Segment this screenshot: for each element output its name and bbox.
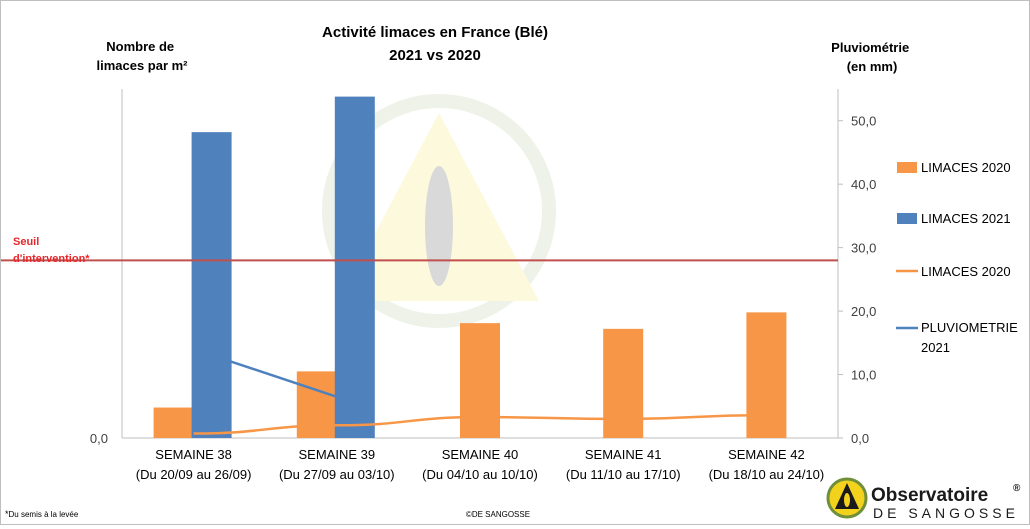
- category-label-line: SEMAINE 38: [155, 447, 232, 462]
- brand-logo: Observatoire ® DE SANGOSSE: [826, 477, 1021, 521]
- legend-label-pluviometrie-line1: PLUVIOMETRIE: [921, 320, 1018, 335]
- category-label-line: SEMAINE 39: [299, 447, 376, 462]
- legend: LIMACES 2020 LIMACES 2021 LIMACES 2020 P…: [896, 160, 1021, 355]
- brand-reg: ®: [1013, 483, 1021, 494]
- category-label-line: SEMAINE 40: [442, 447, 519, 462]
- category-label-line: (Du 27/09 au 03/10): [279, 467, 395, 482]
- bar-limaces-2020: [296, 371, 337, 438]
- brand-name: Observatoire: [871, 485, 988, 506]
- left-axis-title-line1: Nombre de: [106, 39, 174, 54]
- category-label-line: SEMAINE 42: [728, 447, 805, 462]
- bar-limaces-2020: [603, 328, 644, 438]
- right-tick-label: 40,0: [851, 177, 876, 192]
- threshold-label-line1: Seuil: [13, 236, 39, 248]
- category-label-line: (Du 04/10 au 10/10): [422, 467, 538, 482]
- copyright: ©DE SANGOSSE: [466, 510, 530, 519]
- category-label: SEMAINE 39 (Du 27/09 au 03/10): [279, 447, 395, 482]
- right-axis-title: Pluviométrie (en mm): [831, 40, 913, 74]
- chart-subtitle: 2021 vs 2020: [389, 47, 481, 64]
- category-label-line: (Du 20/09 au 26/09): [136, 467, 252, 482]
- category-label-line: SEMAINE 41: [585, 447, 662, 462]
- footnote-text: Du semis à la levée: [9, 510, 79, 519]
- footnote-mark: *: [5, 509, 9, 519]
- legend-swatch-limaces-2021-bar: [897, 213, 917, 224]
- right-tick-label: 50,0: [851, 114, 876, 129]
- category-label: SEMAINE 41 (Du 11/10 au 17/10): [566, 447, 681, 482]
- right-tick-label: 30,0: [851, 241, 876, 256]
- legend-label-limaces-2020-line: LIMACES 2020: [921, 264, 1011, 279]
- line-limaces-2020: [193, 413, 767, 435]
- legend-label-limaces-2021-bar: LIMACES 2021: [921, 211, 1011, 226]
- category-labels: SEMAINE 38 (Du 20/09 au 26/09) SEMAINE 39 (…: [136, 447, 824, 482]
- category-label: SEMAINE 42 (Du 18/10 au 24/10): [709, 447, 825, 482]
- legend-label-pluviometrie-line2: 2021: [921, 340, 950, 355]
- chart-title: Activité limaces en France (Blé): [322, 24, 548, 41]
- right-tick-label: 0,0: [851, 431, 869, 446]
- brand-sub: DE SANGOSSE: [873, 505, 1019, 521]
- left-axis-title-line2: limaces par m²: [96, 58, 188, 73]
- threshold-label-line2: d'intervention*: [13, 253, 90, 265]
- category-label: SEMAINE 38 (Du 20/09 au 26/09): [136, 447, 252, 482]
- legend-label-pluviometrie: PLUVIOMETRIE 2021: [921, 320, 1021, 355]
- bar-limaces-2021: [191, 132, 232, 438]
- bar-limaces-2020: [460, 323, 500, 438]
- right-axis-ticks: 0,0 10,0 20,0 30,0 40,0 50,0: [838, 114, 876, 446]
- legend-swatch-limaces-2020-bar: [897, 162, 917, 173]
- legend-label-limaces-2020-bar: LIMACES 2020: [921, 160, 1011, 175]
- category-label-line: (Du 11/10 au 17/10): [566, 467, 681, 482]
- category-label: SEMAINE 40 (Du 04/10 au 10/10): [422, 447, 538, 482]
- right-tick-label: 10,0: [851, 368, 876, 383]
- lines: [193, 347, 767, 435]
- right-axis-title-line1: Pluviométrie: [831, 40, 909, 55]
- watermark-logo: [322, 94, 556, 328]
- category-label-line: (Du 18/10 au 24/10): [709, 467, 825, 482]
- bar-limaces-2020: [153, 407, 194, 438]
- right-axis-title-line2: (en mm): [847, 59, 898, 74]
- footnote: *Du semis à la levée: [5, 509, 79, 519]
- bar-limaces-2020: [746, 312, 787, 438]
- left-axis-title: Nombre de limaces par m²: [96, 39, 188, 73]
- line-pluviometrie-2021: [193, 347, 338, 398]
- right-tick-label: 20,0: [851, 304, 876, 319]
- bar-limaces-2021: [334, 96, 375, 438]
- left-tick-label: 0,0: [90, 431, 108, 446]
